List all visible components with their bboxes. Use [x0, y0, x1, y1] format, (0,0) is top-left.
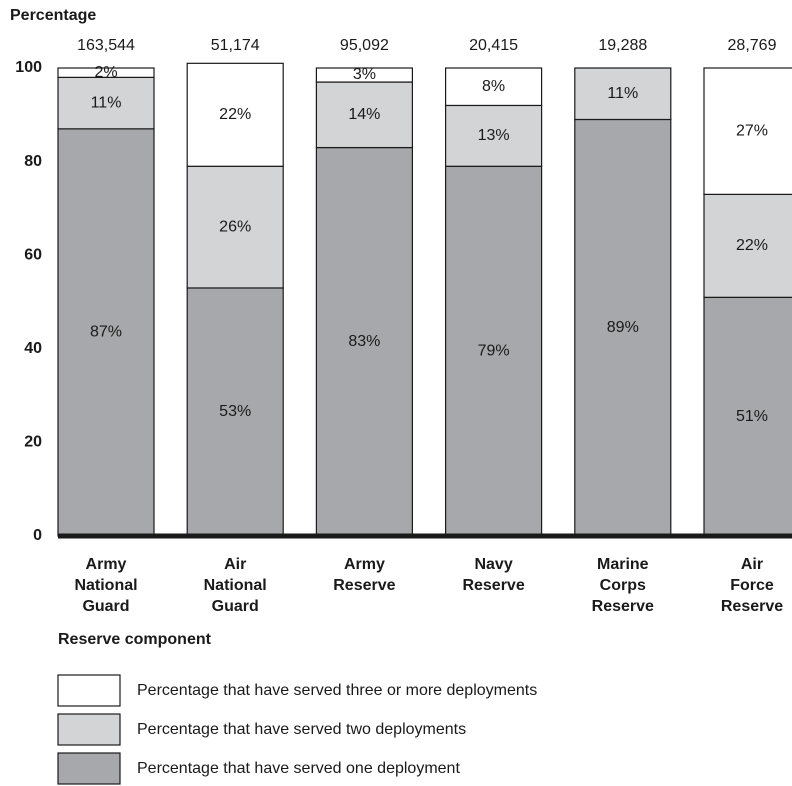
bar-segment — [703, 193, 792, 298]
value-label: 22% — [736, 237, 768, 254]
bar-segment — [445, 104, 543, 167]
y-axis-label: Percentage — [10, 7, 96, 24]
total-label: 20,415 — [469, 37, 518, 54]
y-tick-label: 60 — [24, 246, 42, 263]
value-label: 22% — [219, 106, 251, 123]
x-axis-label: Reserve component — [58, 631, 212, 648]
value-label: 2% — [94, 64, 117, 81]
bar-segment — [57, 128, 155, 537]
legend-swatch — [57, 752, 121, 785]
bar-segment — [574, 118, 672, 537]
bar-segment — [445, 165, 543, 537]
y-tick-label: 80 — [24, 153, 42, 170]
value-label: 27% — [736, 122, 768, 139]
value-label: 14% — [348, 106, 380, 123]
value-label: 89% — [607, 319, 639, 336]
value-label: 51% — [736, 408, 768, 425]
y-tick-label: 40 — [24, 340, 42, 357]
x-tick-label: Air Force Reserve — [721, 556, 783, 615]
x-tick-label: Marine Corps Reserve — [592, 556, 654, 615]
bar-segment — [315, 81, 413, 149]
value-label: 8% — [482, 78, 505, 95]
bar-segment — [315, 146, 413, 537]
bar-segment — [445, 67, 543, 107]
total-label: 51,174 — [211, 37, 260, 54]
value-label: 87% — [90, 324, 122, 341]
value-label: 11% — [91, 94, 122, 111]
bar-segment — [186, 62, 284, 167]
y-tick-label: 20 — [24, 434, 42, 451]
total-label: 95,092 — [340, 37, 389, 54]
value-label: 13% — [478, 127, 510, 144]
legend-label: Percentage that have served three or mor… — [137, 682, 537, 699]
bar-segment — [186, 165, 284, 289]
legend-swatch — [57, 674, 121, 707]
value-label: 26% — [219, 218, 251, 235]
x-tick-label: Army National Guard — [74, 556, 137, 615]
x-tick-label: Army Reserve — [333, 556, 395, 594]
value-label: 11% — [607, 85, 638, 102]
bar-segment — [186, 287, 284, 537]
total-label: 19,288 — [598, 37, 647, 54]
y-tick-label: 100 — [15, 59, 42, 76]
x-tick-label: Navy Reserve — [462, 556, 524, 594]
legend-label: Percentage that have served two deployme… — [137, 721, 466, 738]
value-label: 3% — [353, 66, 376, 83]
x-tick-label: Air National Guard — [204, 556, 267, 615]
total-label: 163,544 — [77, 37, 135, 54]
value-label: 53% — [219, 403, 251, 420]
legend-swatch — [57, 713, 121, 746]
legend-label: Percentage that have served one deployme… — [137, 760, 460, 777]
bar-segment — [703, 67, 792, 195]
bar-segment — [57, 67, 155, 78]
bar-segment — [315, 67, 413, 83]
total-label: 28,769 — [728, 37, 777, 54]
value-label: 83% — [348, 333, 380, 350]
bar-segment — [574, 67, 672, 121]
y-tick-label: 0 — [33, 527, 42, 544]
bar-segment — [703, 296, 792, 537]
value-label: 79% — [478, 342, 510, 359]
